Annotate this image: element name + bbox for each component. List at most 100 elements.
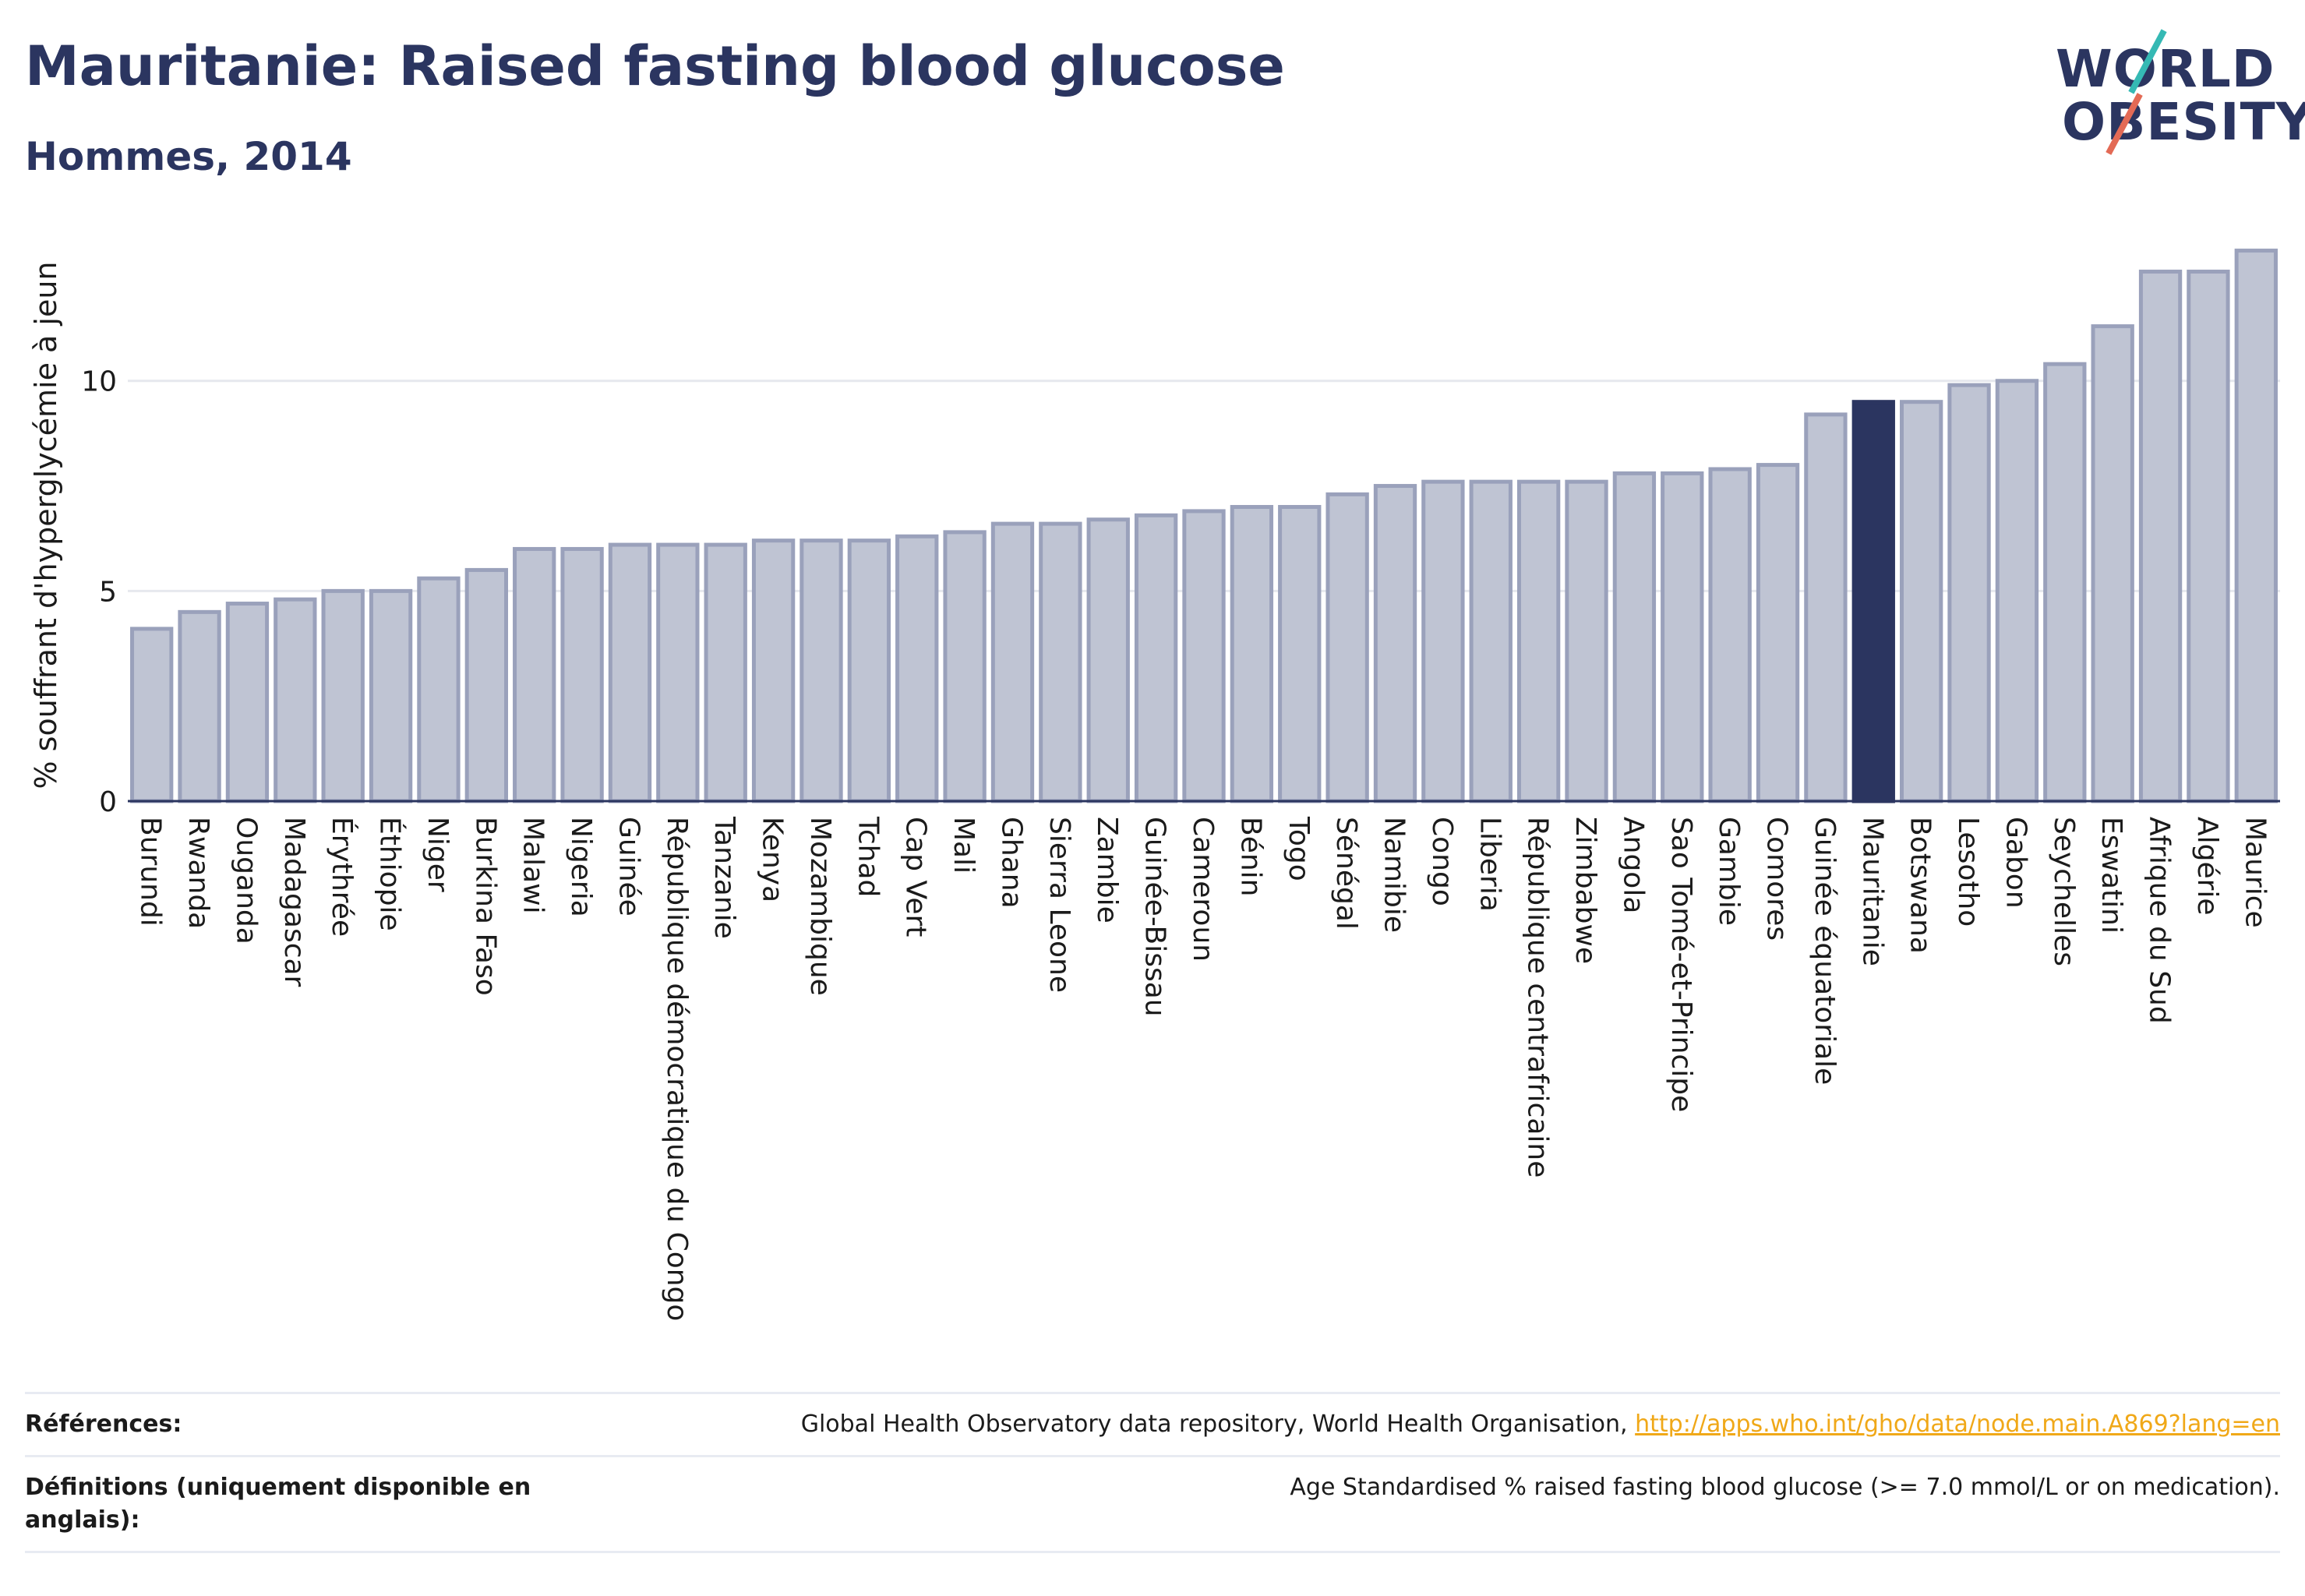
x-tick-label: Mauritanie [1856,817,1888,966]
bar-gambie [1708,467,1752,803]
bar-tanzanie [704,542,747,803]
bar-namibie [1373,484,1417,803]
bar-mali [943,530,987,803]
x-tick-label: Madagascar [278,817,310,987]
references-text: Global Health Observatory data repositor… [800,1411,1628,1438]
bar-malawi [513,546,556,803]
chart-subtitle: Hommes, 2014 [25,134,352,179]
bar-guin-e-quatoriale [1804,412,1848,803]
bar-angola [1612,471,1657,803]
logo-word-1: WORLD [2056,39,2275,99]
x-tick-label: Cap Vert [900,817,932,937]
bar-guin-e-bissau [1134,513,1178,803]
bar--rythr-e [321,588,365,803]
bar-mauritanie [1851,400,1895,803]
bars [130,249,2278,803]
x-tick-label: Gabon [2000,817,2031,909]
world-obesity-logo: WORLD OBESITY [2049,23,2305,164]
bar-togo [1278,505,1322,803]
definitions-text: Age Standardised % raised fasting blood … [1290,1474,2280,1501]
bar-zimbabwe [1565,479,1608,803]
x-axis-ticks: Burundi Rwanda Ouganda Madagascar Érythrée Ét… [135,816,2271,1321]
bar-tchad [847,538,891,803]
bar-s-n-gal [1325,492,1369,803]
bar-lesotho [1947,383,1991,803]
x-tick-label: Malawi [517,817,549,914]
x-tick-label: Érythrée [326,817,358,937]
x-tick-label: Afrique du Sud [2144,817,2176,1024]
x-tick-label: Burundi [135,817,167,927]
x-tick-label: Kenya [757,817,789,902]
x-tick-label: Ouganda [230,817,262,945]
x-tick-label: Togo [1283,816,1315,881]
x-tick-label: Rwanda [182,817,214,929]
references-link[interactable]: http://apps.who.int/gho/data/node.main.A… [1635,1411,2280,1438]
logo-word-2: OBESITY [2062,92,2305,152]
y-tick-label: 0 [99,786,117,818]
bar-guin-e [608,542,652,803]
bar-botswana [1900,400,1943,803]
bar-nigeria [560,546,604,803]
x-tick-label: Tchad [852,816,884,897]
definitions-label: Définitions (uniquement disponible en an… [25,1474,531,1534]
x-tick-label: Sierra Leone [1043,817,1075,993]
bar-sao-tom-et-principe [1661,471,1704,803]
bar-madagascar [274,597,317,803]
bar-kenya [751,538,796,803]
bar-cap-vert [895,534,939,803]
x-tick-label: Tanzanie [708,816,740,939]
x-tick-label: Liberia [1474,817,1505,912]
x-tick-label: Zimbabwe [1569,817,1601,964]
definitions-row: Définitions (uniquement disponible en an… [25,1455,2280,1553]
x-tick-label: Angola [1617,817,1649,913]
x-tick-label: Mali [948,817,980,874]
bar-ouganda [225,602,270,803]
x-tick-label: Zambie [1091,817,1123,923]
y-axis-ticks: 0 5 10 [81,366,117,818]
bar-liberia [1469,479,1513,803]
references-row: Références: Global Health Observatory da… [25,1392,2280,1455]
x-tick-label: Ghana [995,817,1027,909]
x-tick-label: Eswatini [2095,817,2127,934]
x-tick-label: Cameroun [1187,817,1219,962]
bar--thiopie [369,588,413,803]
bar-seychelles [2043,362,2087,803]
x-tick-label: République centrafricaine [1522,817,1554,1178]
y-tick-label: 5 [99,576,117,608]
bar-r-publique-centrafricaine [1516,479,1561,803]
y-axis-label: % souffrant d'hyperglycémie à jeun [29,261,63,789]
x-tick-label: Comores [1761,817,1793,941]
bar-b-nin [1230,505,1274,803]
bar-cameroun [1182,509,1226,803]
bar-mozambique [800,538,843,803]
bar-alg-rie [2187,270,2230,803]
bar-ghana [990,521,1035,803]
x-tick-label: Nigeria [565,817,597,917]
bar-zambie [1086,517,1130,803]
x-tick-label: République démocratique du Congo [661,817,693,1321]
x-tick-label: Gambie [1713,817,1745,926]
x-tick-label: Guinée-Bissau [1139,817,1171,1017]
bar-niger [417,576,461,803]
references-label: Références: [25,1411,182,1438]
x-tick-label: Burkina Faso [469,817,501,996]
bar-r-publique-d-mocratique-du-congo [656,542,700,803]
bar-maurice [2234,249,2278,803]
bar-burkina-faso [464,567,508,803]
x-tick-label: Congo [1426,817,1458,906]
y-tick-label: 10 [81,366,117,398]
bar-eswatini [2091,324,2134,803]
bar-chart: 0 5 10 Burundi Rwanda Ouganda Madagascar Éryth… [29,249,2280,1321]
bar-comores [1756,463,1800,803]
bar-gabon [1995,379,2039,803]
x-tick-label: Niger [422,817,454,892]
x-tick-label: Sénégal [1330,817,1362,930]
x-tick-label: Maurice [2239,817,2271,928]
chart-footer: Références: Global Health Observatory da… [25,1392,2280,1553]
x-tick-label: Algérie [2191,817,2223,916]
bar-burundi [130,627,174,803]
bar-congo [1421,479,1465,803]
x-tick-label: Éthiopie [374,817,407,931]
x-tick-label: Guinée équatoriale [1809,817,1841,1085]
bar-rwanda [178,609,221,803]
